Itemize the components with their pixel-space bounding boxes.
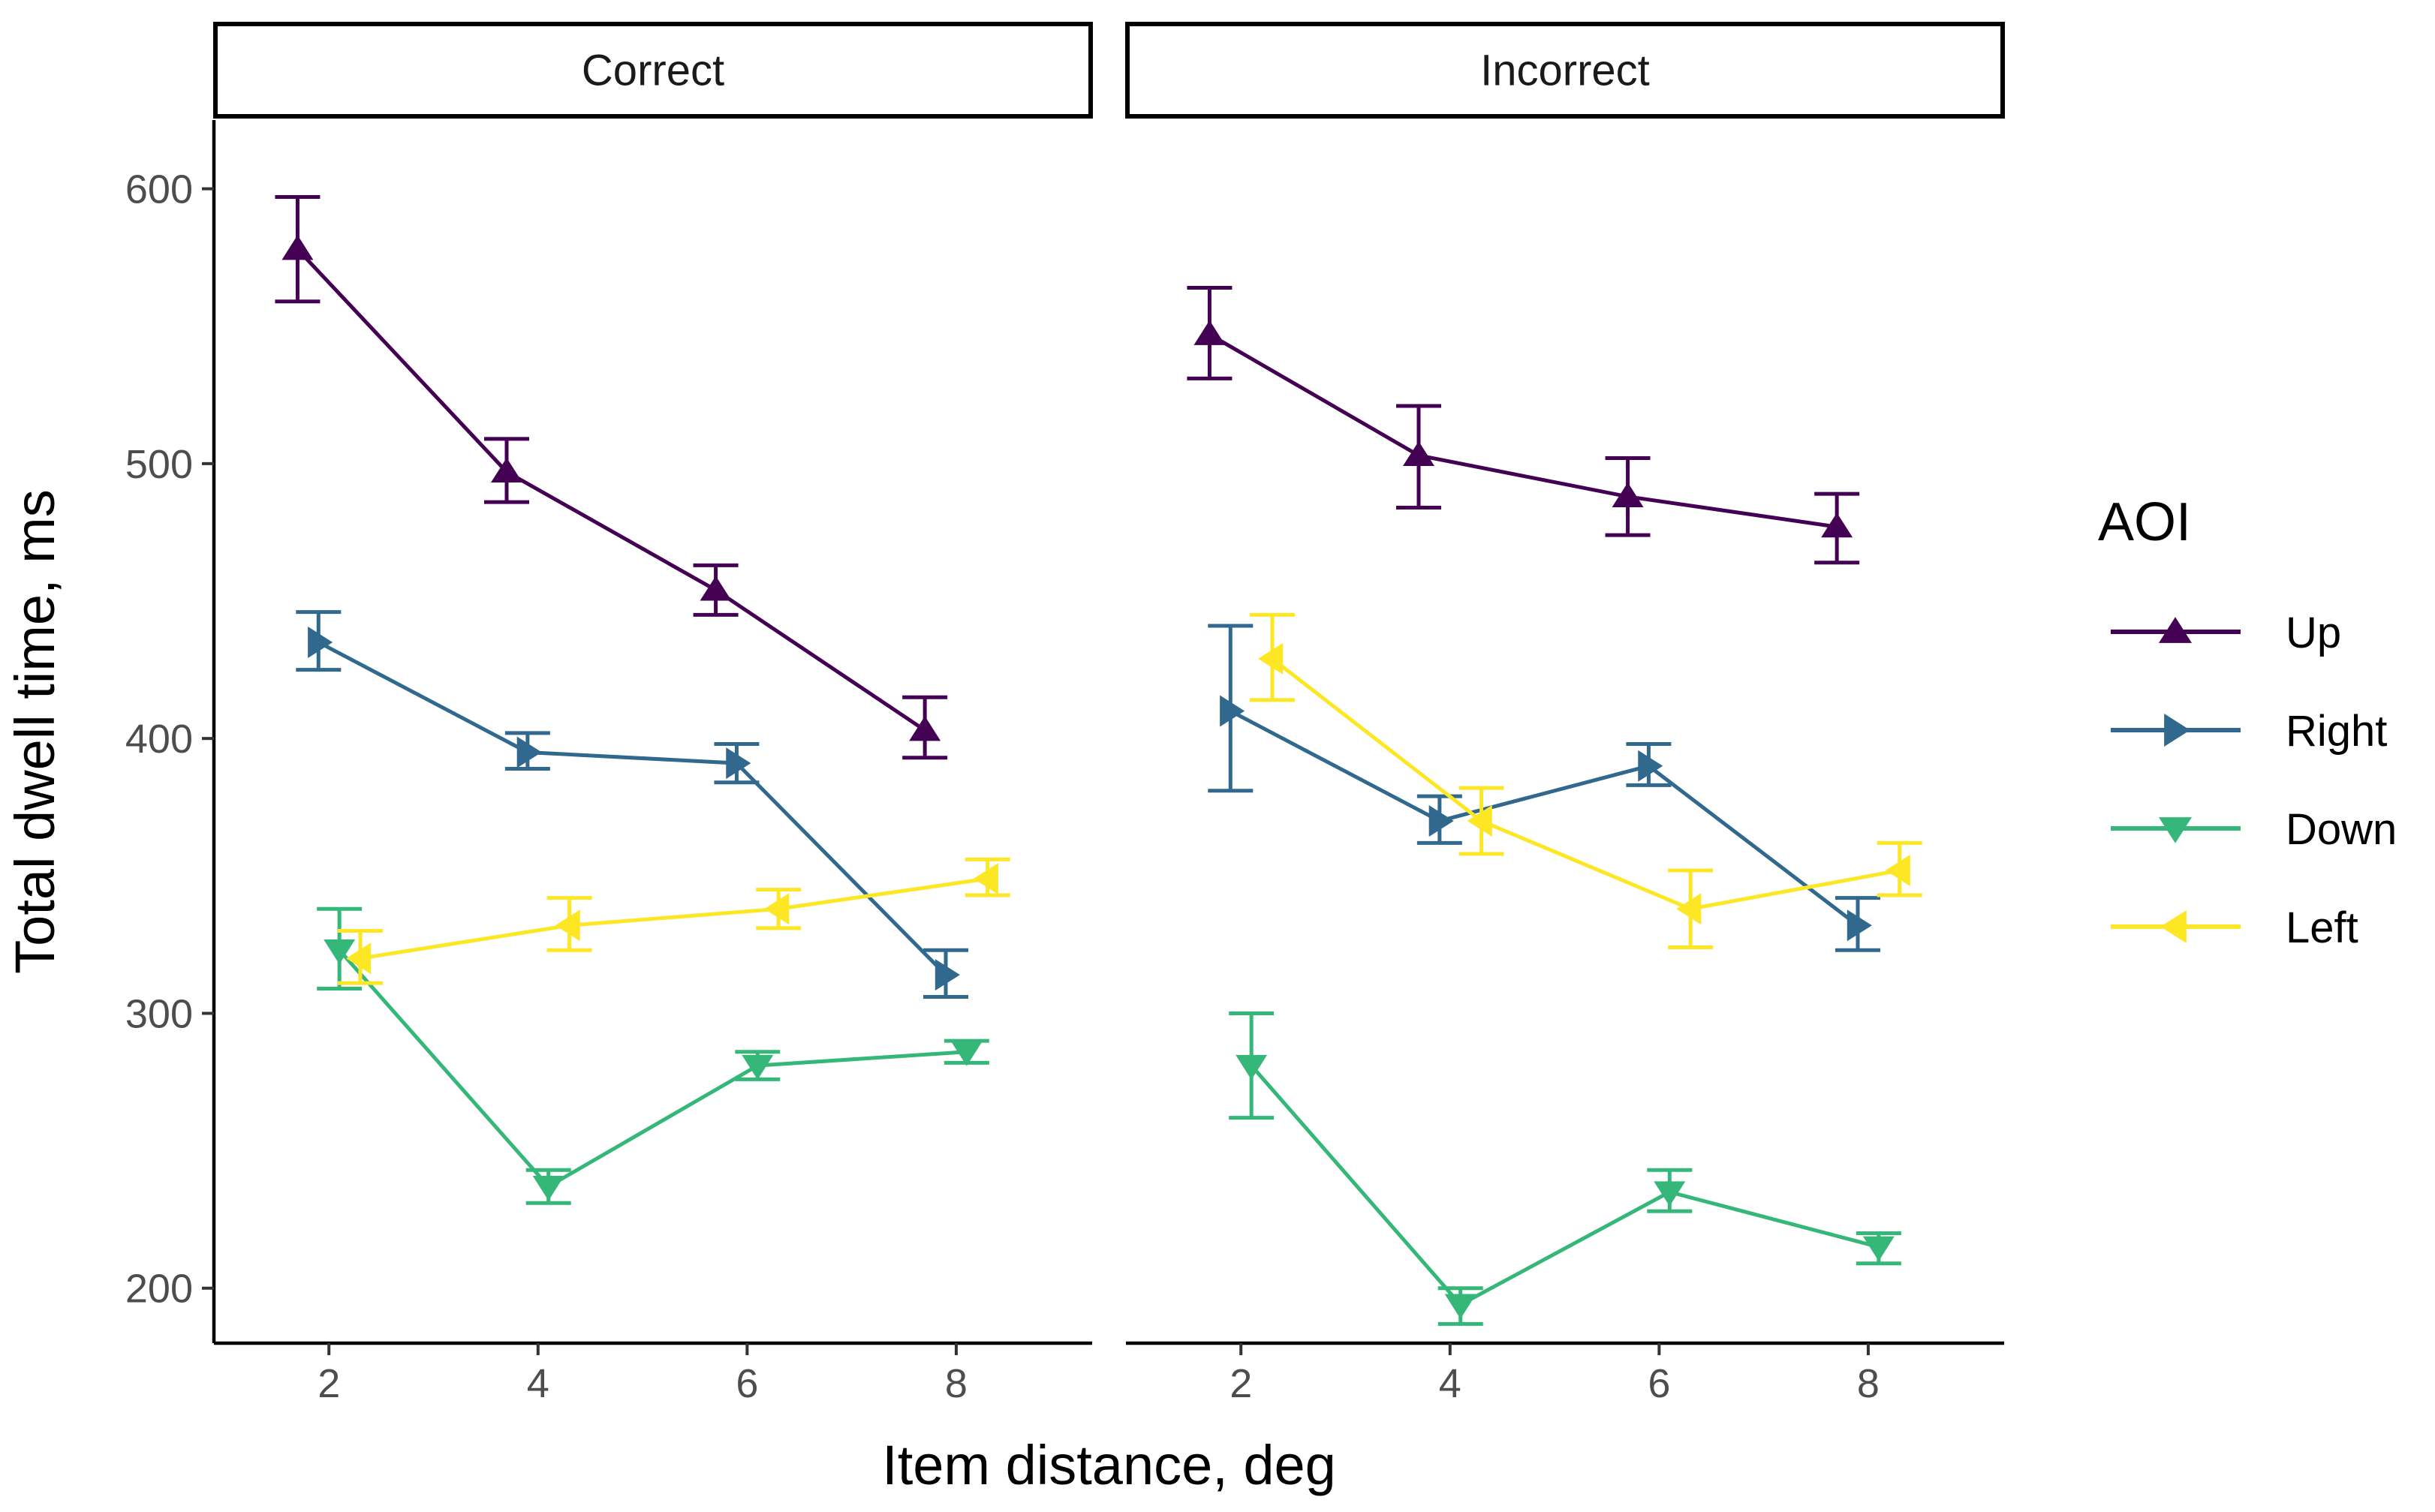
- facet-strip-correct: [213, 22, 1093, 119]
- point-down: [950, 1041, 983, 1066]
- point-left: [555, 909, 580, 942]
- point-left: [346, 942, 372, 975]
- point-right: [308, 626, 333, 658]
- legend-key-marker-up: [2159, 617, 2192, 643]
- point-left: [973, 862, 998, 894]
- x-axis-title: Item distance, deg: [882, 1434, 1336, 1496]
- x-tick-label: 6: [1648, 1361, 1670, 1406]
- point-left: [764, 893, 790, 925]
- legend-item-right: Right: [2111, 707, 2387, 756]
- legend-item-left: Left: [2111, 903, 2358, 952]
- y-tick-label: 300: [125, 991, 193, 1036]
- series-line-right: [1230, 709, 1859, 927]
- point-left: [1885, 854, 1910, 886]
- y-tick-label: 200: [125, 1267, 193, 1312]
- point-right: [1638, 750, 1663, 782]
- series-line-up: [296, 248, 926, 732]
- point-right: [1220, 695, 1245, 727]
- point-right: [726, 747, 751, 780]
- point-down: [1444, 1294, 1476, 1319]
- point-right: [516, 736, 542, 768]
- x-tick-label: 4: [1439, 1361, 1461, 1406]
- x-tick-label: 4: [527, 1361, 549, 1406]
- point-up: [281, 235, 314, 260]
- data-layer: [275, 195, 1922, 1326]
- y-tick-label: 500: [125, 442, 193, 487]
- legend-key-marker-left: [2160, 910, 2187, 943]
- point-down: [1236, 1054, 1268, 1080]
- series-line-down: [1250, 1064, 1880, 1307]
- series-up-incorrect: [1187, 285, 1860, 565]
- point-right: [1847, 909, 1872, 942]
- point-down: [1654, 1181, 1686, 1207]
- series-line-down: [338, 948, 968, 1189]
- legend-key-marker-right: [2164, 714, 2190, 747]
- point-down: [532, 1176, 564, 1201]
- point-down: [324, 939, 356, 965]
- point-left: [1467, 805, 1492, 837]
- series-right-incorrect: [1208, 624, 1880, 952]
- series-line-left: [1271, 657, 1901, 911]
- series-left-incorrect: [1250, 612, 1922, 950]
- legend-key-marker-down: [2159, 817, 2192, 843]
- series-left-correct: [338, 857, 1010, 985]
- point-up: [1403, 440, 1434, 467]
- series-line-left: [360, 876, 989, 960]
- legend-label-right: Right: [2286, 707, 2387, 756]
- x-tick-label: 2: [318, 1361, 340, 1406]
- legend-title: AOI: [2098, 492, 2191, 552]
- legend-label-up: Up: [2286, 609, 2341, 657]
- series-right-correct: [296, 610, 968, 999]
- y-tick-label: 400: [125, 717, 193, 762]
- facet-strip-label: Incorrect: [1480, 47, 1650, 95]
- point-down: [742, 1054, 774, 1080]
- point-right: [935, 959, 960, 991]
- facet-strip-label: Correct: [582, 47, 724, 95]
- legend-item-up: Up: [2111, 609, 2341, 657]
- legend-label-down: Down: [2286, 805, 2397, 854]
- point-up: [1821, 513, 1853, 538]
- legend-item-down: Down: [2111, 805, 2397, 854]
- y-tick-label: 600: [125, 167, 193, 212]
- legend: AOI Up Right Down Left: [2098, 492, 2397, 952]
- point-left: [1258, 642, 1284, 675]
- x-tick-label: 8: [1857, 1361, 1880, 1406]
- series-line-up: [1208, 332, 1838, 529]
- x-tick-label: 8: [945, 1361, 968, 1406]
- series-up-correct: [275, 195, 948, 760]
- axes-layer: 200 300 400 500 600 Total dwell time, ms Item …: [4, 22, 2005, 1496]
- point-up: [700, 576, 732, 601]
- point-up: [491, 457, 522, 483]
- facet-strip-incorrect: [1125, 22, 2005, 119]
- x-tick-label: 6: [736, 1361, 758, 1406]
- legend-label-left: Left: [2286, 903, 2358, 952]
- point-up: [909, 716, 941, 741]
- point-down: [1862, 1236, 1895, 1261]
- point-up: [1612, 482, 1644, 507]
- series-line-right: [318, 640, 947, 976]
- point-up: [1193, 320, 1226, 345]
- x-tick-label: 2: [1230, 1361, 1252, 1406]
- y-axis-title: Total dwell time, ms: [4, 489, 66, 974]
- point-left: [1676, 893, 1702, 925]
- point-right: [1428, 805, 1454, 837]
- series-down-incorrect: [1229, 1011, 1901, 1326]
- series-down-correct: [317, 906, 989, 1205]
